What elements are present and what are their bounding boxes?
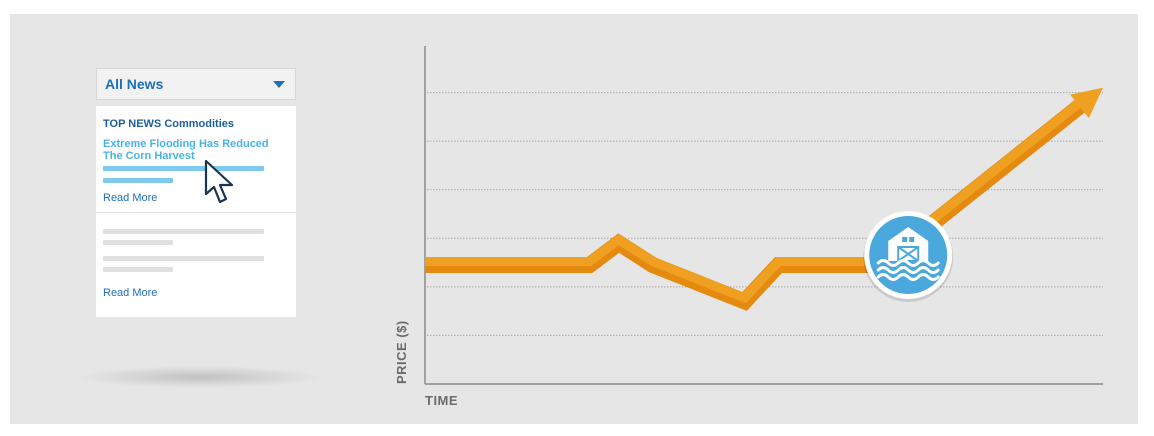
news-headline-link[interactable]: Extreme Flooding Has Reduced The Corn Ha… (103, 138, 269, 162)
read-more-link[interactable]: Read More (103, 192, 158, 204)
news-item: Read More (96, 213, 296, 317)
text-placeholder-bar (103, 178, 173, 183)
chart-gridlines (427, 92, 1103, 336)
text-placeholder-bar (103, 166, 264, 171)
text-placeholder-bar (103, 229, 264, 234)
price-line-shadow (425, 94, 1092, 311)
y-axis-label: PRICE ($) (394, 320, 409, 384)
flood-event-marker (863, 211, 954, 302)
panel-shadow (80, 366, 320, 388)
text-placeholder-bar (103, 267, 173, 272)
pointer-cursor-icon (204, 159, 234, 204)
news-filter-dropdown[interactable]: All News (96, 68, 296, 100)
text-placeholder-bar (103, 240, 173, 245)
news-list-panel: TOP NEWS Commodities Extreme Flooding Ha… (96, 106, 296, 317)
trend-arrow-head (1070, 87, 1103, 119)
illustration-canvas: All News TOP NEWS Commodities Extreme Fl… (10, 14, 1138, 424)
text-placeholder-bar (103, 256, 264, 261)
news-item: TOP NEWS Commodities Extreme Flooding Ha… (96, 106, 296, 213)
read-more-link[interactable]: Read More (103, 287, 158, 299)
news-section-heading: TOP NEWS Commodities (103, 118, 235, 130)
flooded-barn-icon (863, 211, 954, 302)
x-axis-label: TIME (425, 393, 458, 408)
price-chart: TIME PRICE ($) (394, 46, 1103, 408)
chevron-down-icon (273, 80, 285, 88)
price-series (425, 87, 1103, 311)
news-filter-label: All News (105, 76, 164, 92)
